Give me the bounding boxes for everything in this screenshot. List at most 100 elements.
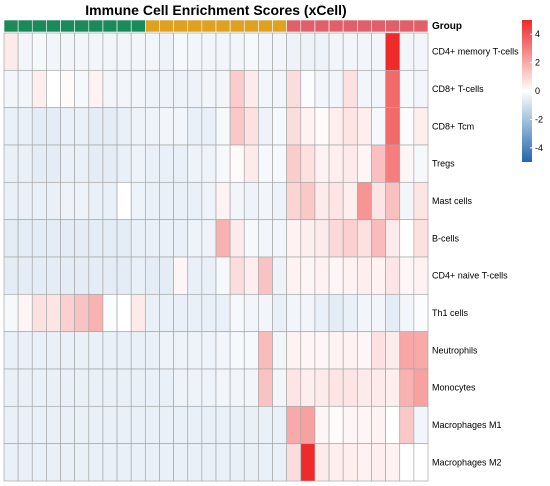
heatmap-cell <box>385 32 401 71</box>
group-cell <box>258 19 273 33</box>
heatmap-cell <box>130 219 146 258</box>
heatmap-cell <box>60 405 76 445</box>
heatmap-cell <box>144 443 160 482</box>
heatmap-cell <box>300 368 316 407</box>
heatmap-cell <box>116 69 132 109</box>
group-annotation-label: Group <box>432 21 462 32</box>
heatmap-cell <box>130 107 146 146</box>
heatmap-cell <box>46 107 61 146</box>
heatmap-cell <box>102 256 118 295</box>
heatmap-cell <box>272 219 288 258</box>
heatmap-cell <box>342 443 358 482</box>
heatmap-cell <box>3 443 19 482</box>
legend-tick-label: -2 <box>535 114 543 124</box>
heatmap-cell <box>286 368 302 407</box>
heatmap-cell <box>88 32 104 71</box>
heatmap-cell <box>144 331 160 370</box>
heatmap-cell <box>130 69 146 109</box>
heatmap-cell <box>144 144 160 183</box>
heatmap-cell <box>144 69 160 109</box>
heatmap-cell <box>300 405 316 445</box>
heatmap-cell <box>3 144 19 183</box>
heatmap-cell <box>173 256 189 295</box>
group-cell <box>187 19 203 33</box>
heatmap-cell <box>300 443 316 482</box>
group-cell <box>342 19 358 33</box>
heatmap-cell <box>173 144 189 183</box>
heatmap-cell <box>385 219 401 258</box>
heatmap-cell <box>3 293 19 333</box>
heatmap-cell <box>385 144 401 183</box>
heatmap-cell <box>385 368 401 407</box>
heatmap-cell <box>413 144 429 183</box>
heatmap-cell <box>413 443 429 482</box>
heatmap-cell <box>258 443 273 482</box>
heatmap-cell <box>74 69 90 109</box>
heatmap-cell <box>88 405 104 445</box>
heatmap-cell <box>342 69 358 109</box>
heatmap-cell <box>385 405 401 445</box>
group-cell <box>357 19 372 33</box>
heatmap-cell <box>243 331 259 370</box>
heatmap-cell <box>187 405 203 445</box>
heatmap-cell <box>215 443 231 482</box>
heatmap-cell <box>31 256 47 295</box>
heatmap-cell <box>286 331 302 370</box>
group-cell <box>215 19 231 33</box>
heatmap-cell <box>371 443 386 482</box>
heatmap-cell <box>102 443 118 482</box>
group-cell <box>130 19 146 33</box>
heatmap-cell <box>413 256 429 295</box>
heatmap-cell <box>258 256 273 295</box>
heatmap-cell <box>3 368 19 407</box>
heatmap-cell <box>243 32 259 71</box>
heatmap-cell <box>159 107 174 146</box>
heatmap-cell <box>413 293 429 333</box>
heatmap-cell <box>215 331 231 370</box>
heatmap-cell <box>356 256 372 295</box>
heatmap-cell <box>342 405 358 445</box>
heatmap-cell <box>229 331 245 370</box>
heatmap-cell <box>243 368 259 407</box>
heatmap-cell <box>187 331 203 370</box>
heatmap-cell <box>286 219 302 258</box>
heatmap-cell <box>3 107 19 146</box>
row-label: Monocytes <box>432 383 476 393</box>
heatmap-cell <box>229 368 245 407</box>
group-cell <box>243 19 259 33</box>
heatmap-cell <box>116 144 132 183</box>
heatmap-cell <box>60 144 76 183</box>
heatmap-cell <box>314 32 330 71</box>
heatmap-cell <box>187 219 203 258</box>
heatmap-cell <box>356 144 372 183</box>
heatmap-cell <box>272 443 288 482</box>
heatmap-cell <box>286 256 302 295</box>
row-label: CD8+ Tcm <box>432 121 474 131</box>
heatmap-cell <box>31 144 47 183</box>
heatmap-cell <box>258 107 273 146</box>
heatmap-cell <box>356 293 372 333</box>
heatmap-cell <box>413 181 429 221</box>
heatmap-cell <box>229 405 245 445</box>
legend-tick-label: 0 <box>535 86 540 96</box>
heatmap-cell <box>102 181 118 221</box>
heatmap-cell <box>314 443 330 482</box>
heatmap-cell <box>130 256 146 295</box>
row-label: CD8+ T-cells <box>432 84 484 94</box>
heatmap-cell <box>328 256 344 295</box>
heatmap-cell <box>173 405 189 445</box>
heatmap-cell <box>60 69 76 109</box>
heatmap-cell <box>258 181 273 221</box>
heatmap-cell <box>159 181 174 221</box>
row-label: Mast cells <box>432 196 473 206</box>
heatmap-cell <box>17 219 33 258</box>
heatmap-cell <box>17 181 33 221</box>
group-cell <box>314 19 330 33</box>
heatmap-cell <box>60 107 76 146</box>
heatmap-cell <box>413 331 429 370</box>
heatmap-cell <box>272 144 288 183</box>
heatmap-cell <box>144 32 160 71</box>
heatmap-cell <box>243 107 259 146</box>
heatmap-cell <box>144 405 160 445</box>
heatmap-cell <box>300 219 316 258</box>
